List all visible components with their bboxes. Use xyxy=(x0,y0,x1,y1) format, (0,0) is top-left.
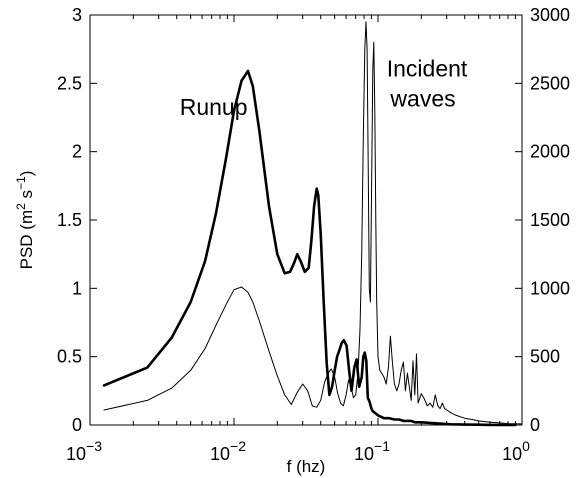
y-label-sup2: −1 xyxy=(14,176,28,190)
y-left-tick-label: 0 xyxy=(72,415,82,435)
x-tick-label: 10−3 xyxy=(66,438,102,464)
y-right-tick-label: 500 xyxy=(530,347,560,367)
y-left-tick-label: 1.5 xyxy=(57,210,82,230)
y-label-mid: s xyxy=(17,190,36,203)
y-right-tick-label: 2000 xyxy=(530,142,570,162)
y-axis-label: PSD (m2 s−1) xyxy=(14,171,36,270)
y-right-tick-label: 1000 xyxy=(530,278,570,298)
y-left-tick-label: 2 xyxy=(72,142,82,162)
incident-waves-series-line xyxy=(103,21,523,425)
y-label-base: PSD (m xyxy=(17,210,36,270)
x-tick-label: 10−2 xyxy=(210,438,246,464)
y-left-tick-label: 0.5 xyxy=(57,347,82,367)
y-right-tick-label: 2500 xyxy=(530,73,570,93)
plot-frame xyxy=(89,14,523,426)
annotation-label: Runup xyxy=(180,94,248,120)
x-tick-label: 10−1 xyxy=(354,438,390,464)
axis-ticks xyxy=(89,14,523,426)
y-right-tick-label: 0 xyxy=(530,415,540,435)
y-left-tick-label: 3 xyxy=(72,5,82,25)
tick-labels: 10−3 10−2 10−1 10000.511.522.53050010001500… xyxy=(57,5,570,464)
chart-annotations: Runup Incident waves xyxy=(180,56,468,120)
y-left-tick-label: 1 xyxy=(72,278,82,298)
annotation-label: Incident xyxy=(387,56,468,82)
y-right-tick-label: 3000 xyxy=(530,5,570,25)
x-axis-label: f (hz) xyxy=(287,457,326,476)
y-label-sup1: 2 xyxy=(14,203,28,210)
y-right-tick-label: 1500 xyxy=(530,210,570,230)
annotation-label: waves xyxy=(389,86,455,112)
x-tick-label: 100 xyxy=(502,438,530,464)
data-series xyxy=(102,21,523,427)
runup-series-line xyxy=(102,69,517,427)
y-label-end: ) xyxy=(17,171,36,177)
y-left-tick-label: 2.5 xyxy=(57,73,82,93)
